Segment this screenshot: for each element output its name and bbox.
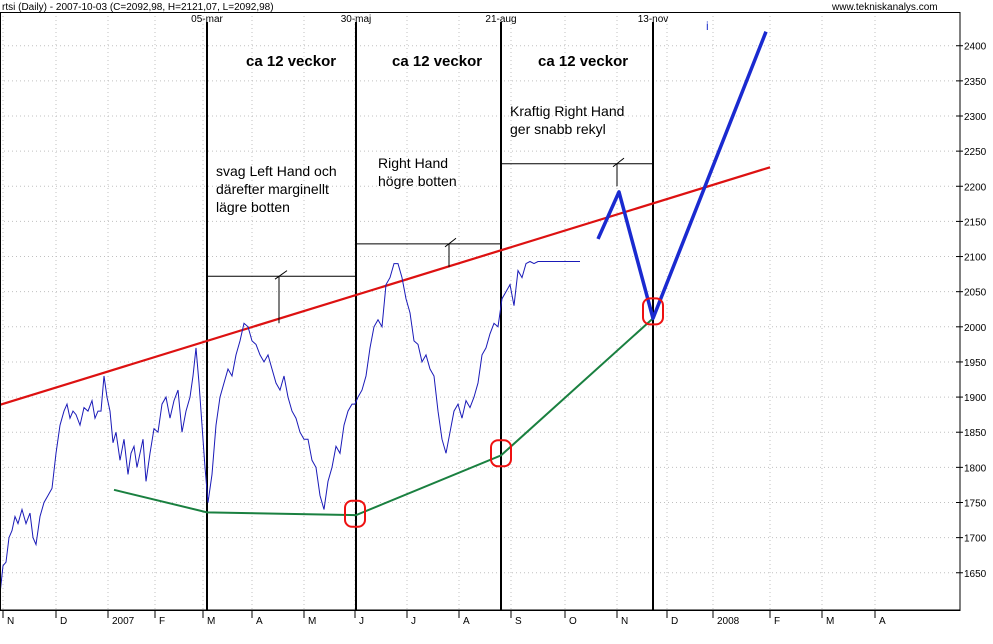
- x-tick-label: D: [60, 616, 67, 627]
- y-tick-label: 1750: [964, 498, 987, 509]
- x-tick-label: M: [207, 616, 215, 627]
- x-tick-label: M: [308, 616, 316, 627]
- y-tick-label: 2400: [964, 42, 987, 53]
- y-tick-label: 1700: [964, 534, 987, 545]
- x-tick-label: F: [159, 616, 165, 627]
- x-tick-label: F: [774, 616, 780, 627]
- x-tick-label: A: [256, 616, 263, 627]
- info-icon: i: [706, 19, 709, 33]
- date-marker-label: 21-aug: [485, 14, 516, 25]
- note-left-hand-3: lägre botten: [216, 199, 290, 215]
- y-tick-label: 1800: [964, 463, 987, 474]
- annotation-labels: rtsi (Daily) - 2007-10-03 (C=2092,98, H=…: [2, 2, 938, 215]
- support-trendline: [113, 317, 654, 517]
- peak-pointer-tick: [274, 270, 288, 280]
- note-right-hand-2: högre botten: [378, 173, 457, 189]
- period-label-1: ca 12 veckor: [246, 53, 336, 70]
- x-tick-label: O: [569, 616, 577, 627]
- y-tick-label: 1950: [964, 358, 987, 369]
- x-tick-label: D: [671, 616, 678, 627]
- plot-area: [0, 22, 771, 610]
- projection-path: [596, 31, 768, 321]
- bottom-highlight-circle: [642, 297, 664, 326]
- x-tick-label: 2007: [112, 616, 135, 627]
- x-tick-label: N: [621, 616, 628, 627]
- period-label-2: ca 12 veckor: [392, 53, 482, 70]
- gridlines: [0, 12, 960, 610]
- source-label: www.tekniskanalys.com: [831, 2, 938, 13]
- bottom-highlight-circle: [344, 499, 366, 528]
- x-tick-label: M: [826, 616, 834, 627]
- peak-pointer-tick: [612, 157, 625, 168]
- y-tick-label: 2050: [964, 288, 987, 299]
- x-tick-label: J: [411, 616, 416, 627]
- y-tick-label: 1850: [964, 428, 987, 439]
- y-tick-label: 2100: [964, 253, 987, 264]
- note-right-hand-1: Right Hand: [378, 155, 448, 171]
- date-marker-label: 30-maj: [341, 14, 372, 25]
- axes: N D 2007 F M A M J J A S O N D 2008 F M A 1650 1700 1750 1800…: [0, 12, 987, 627]
- y-tick-label: 1650: [964, 569, 987, 580]
- date-marker-label: 13-nov: [638, 14, 669, 25]
- y-tick-label: 2300: [964, 112, 987, 123]
- y-tick-label: 2150: [964, 217, 987, 228]
- y-tick-label: 2200: [964, 182, 987, 193]
- price-series-line: [0, 260, 580, 594]
- x-tick-label: 2008: [717, 616, 740, 627]
- x-tick-label: A: [463, 616, 470, 627]
- note-left-hand-2: därefter marginellt: [216, 181, 329, 197]
- x-tick-label: J: [359, 616, 364, 627]
- note-left-hand-1: svag Left Hand och: [216, 163, 337, 179]
- x-tick-label: N: [7, 616, 14, 627]
- peak-pointer-tick: [444, 237, 457, 248]
- x-tick-label: S: [515, 616, 522, 627]
- chart-title: rtsi (Daily) - 2007-10-03 (C=2092,98, H=…: [2, 2, 274, 13]
- note-strong-right-hand-2: ger snabb rekyl: [510, 121, 606, 137]
- plot-frame: [0, 12, 961, 611]
- y-tick-label: 2000: [964, 323, 987, 334]
- bottom-highlight-circle: [490, 439, 512, 468]
- neckline-trendline: [0, 166, 771, 406]
- y-tick-label: 2250: [964, 147, 987, 158]
- x-tick-label: A: [879, 616, 886, 627]
- y-tick-label: 1900: [964, 393, 987, 404]
- period-label-3: ca 12 veckor: [538, 53, 628, 70]
- y-tick-label: 2350: [964, 77, 987, 88]
- note-strong-right-hand-1: Kraftig Right Hand: [510, 103, 624, 119]
- date-marker-label: 05-mar: [191, 14, 223, 25]
